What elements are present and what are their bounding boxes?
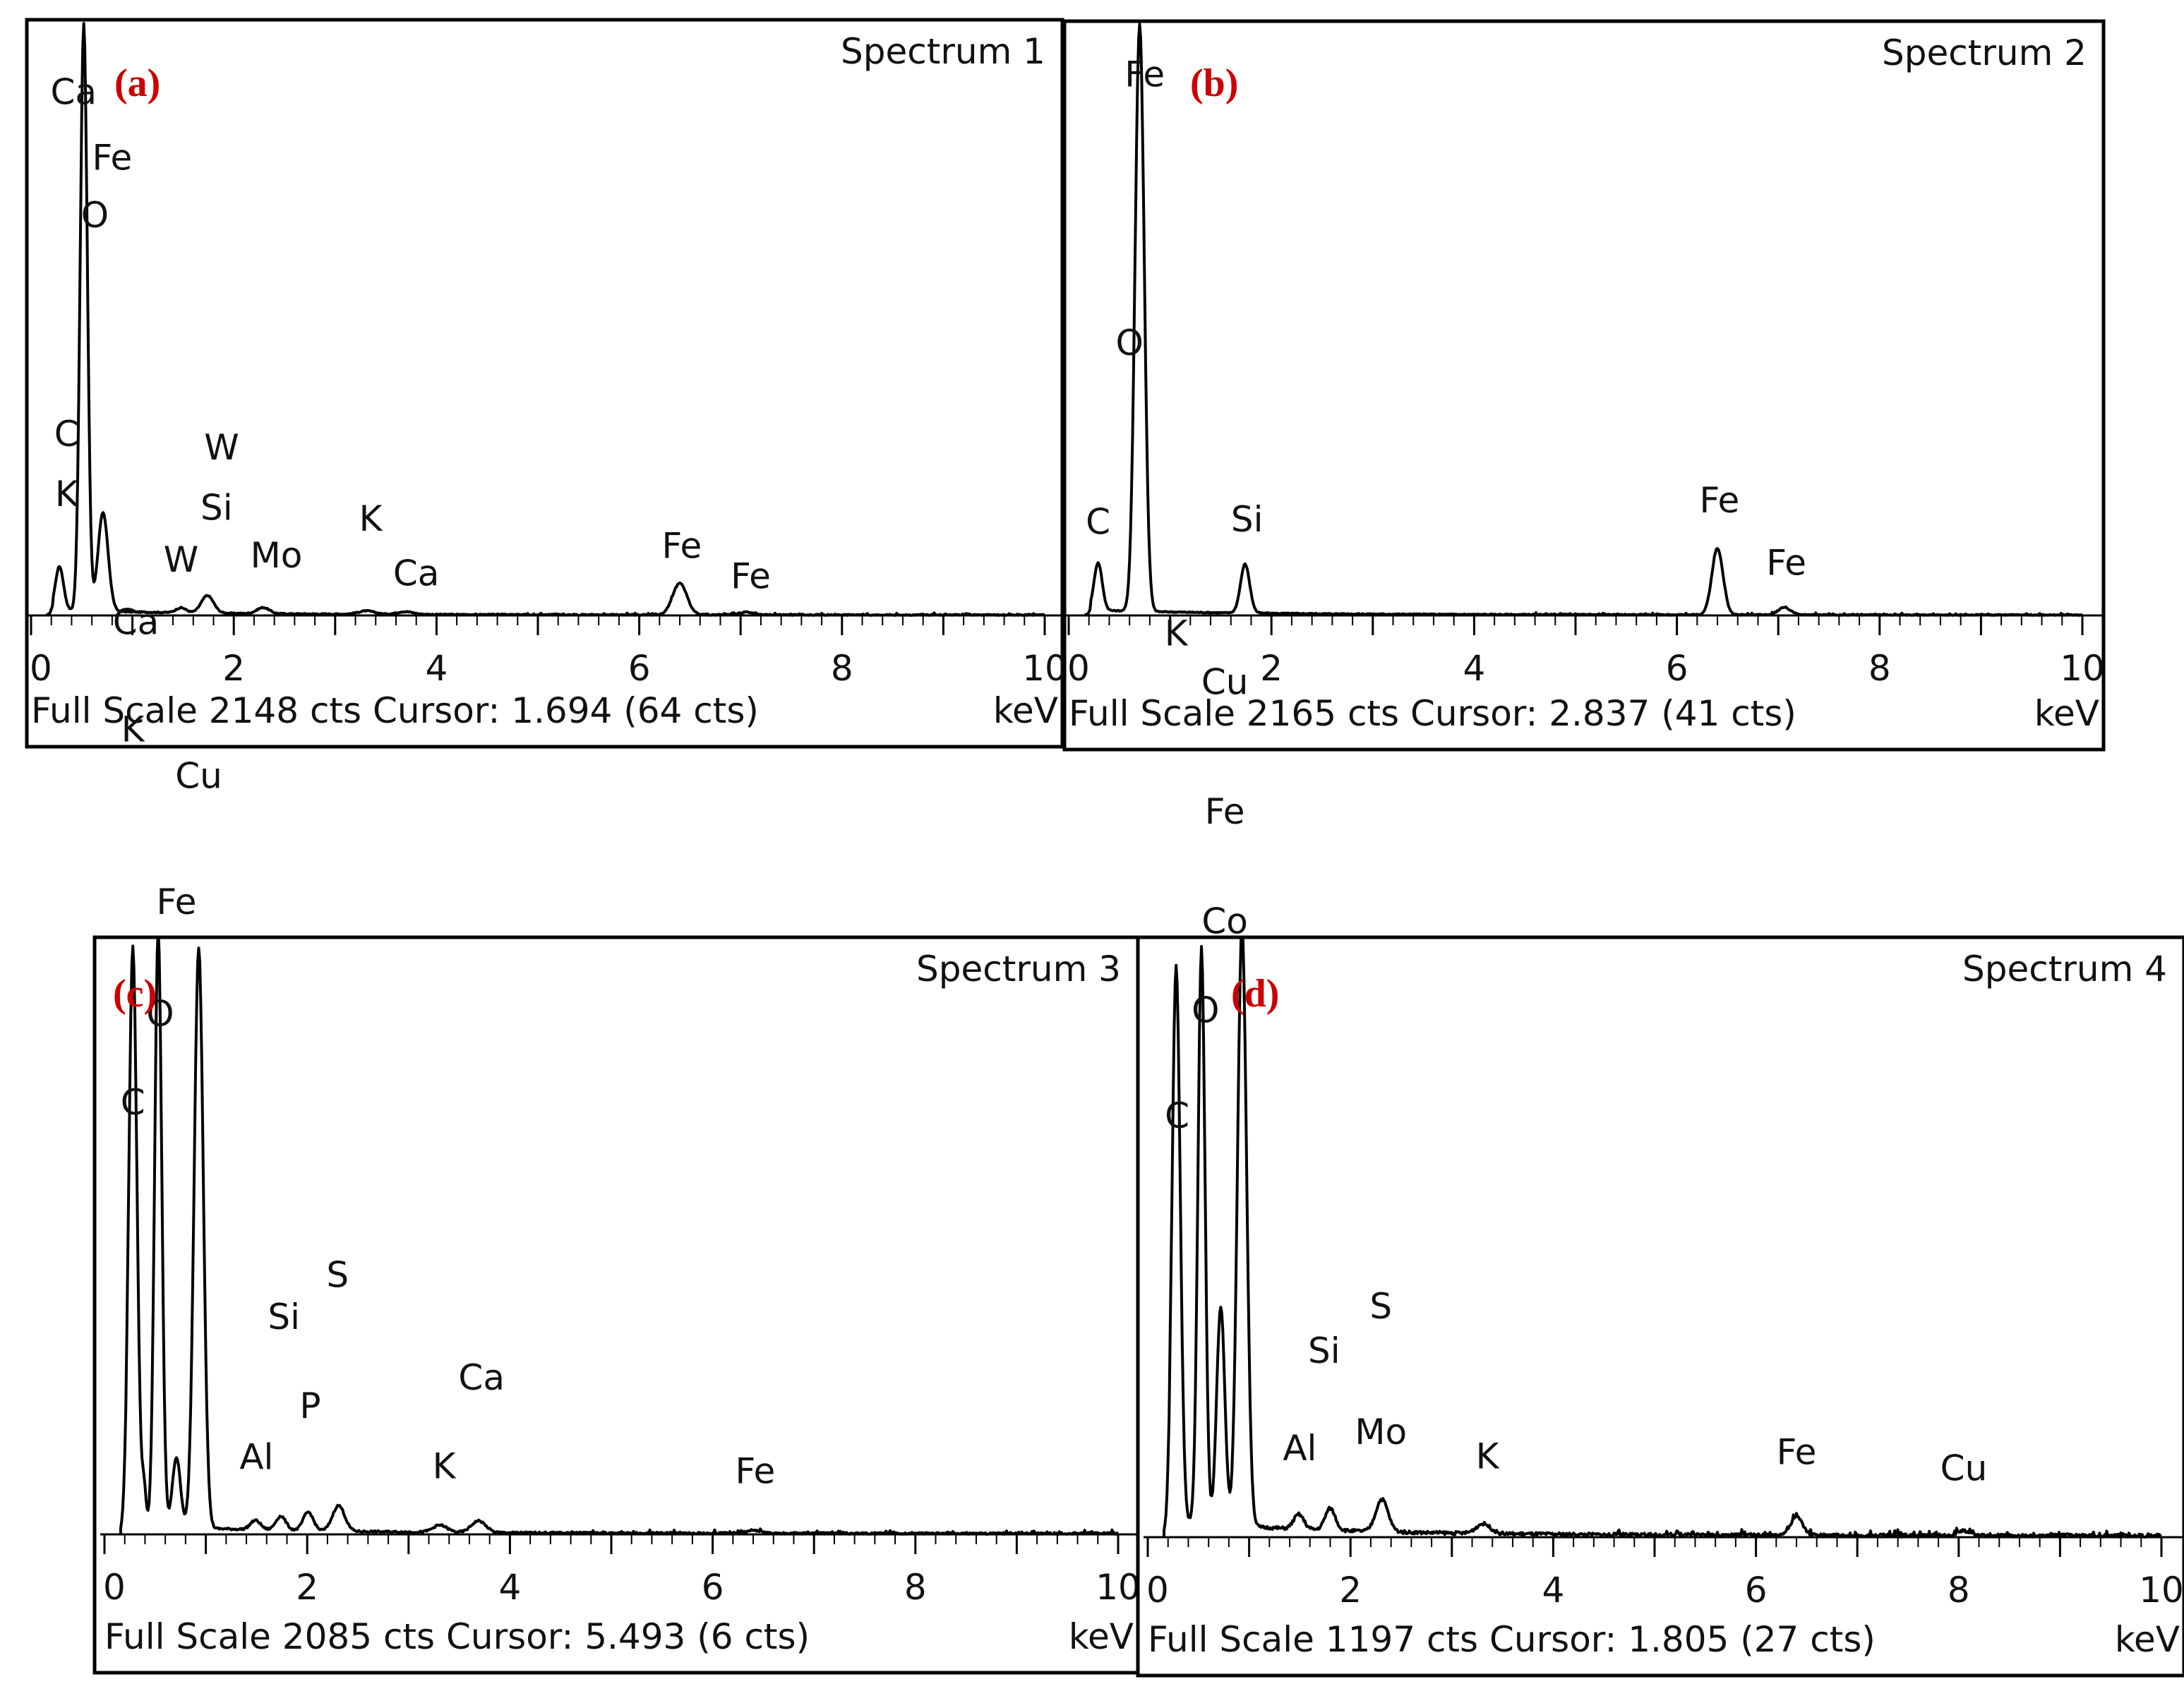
x-tick-label: 0 bbox=[103, 1567, 126, 1608]
panel-letter: (d) bbox=[1231, 972, 1279, 1016]
peak-label: P bbox=[299, 1385, 320, 1426]
x-tick-label: 2 bbox=[222, 648, 245, 689]
peak-label: Si bbox=[268, 1297, 300, 1337]
peak-label: S bbox=[1369, 1286, 1392, 1327]
x-tick-label: 8 bbox=[1868, 648, 1891, 689]
x-tick-label: 4 bbox=[1542, 1570, 1564, 1611]
panel-frame bbox=[92, 935, 1140, 1675]
peak-label: Fe bbox=[1777, 1432, 1817, 1473]
peak-label: Ca bbox=[113, 601, 160, 642]
peak-label: C bbox=[1165, 1095, 1189, 1136]
x-tick-label: 0 bbox=[1146, 1570, 1169, 1611]
spectrum-trace bbox=[1084, 23, 2083, 617]
x-tick-label: 10 bbox=[1022, 648, 1067, 689]
x-tick-label: 8 bbox=[904, 1567, 927, 1608]
peak-label: O bbox=[1192, 990, 1219, 1031]
panel-letter: (b) bbox=[1190, 61, 1238, 105]
peak-label: K bbox=[1476, 1436, 1500, 1476]
x-tick-label: 6 bbox=[628, 648, 651, 689]
peak-label: C bbox=[1086, 502, 1110, 543]
peak-label: O bbox=[81, 195, 109, 236]
peak-label: Fe bbox=[1766, 542, 1806, 583]
panel-letter: (c) bbox=[113, 972, 157, 1016]
x-tick-label: 6 bbox=[1745, 1570, 1768, 1611]
peak-label: Fe bbox=[662, 526, 702, 567]
peak-label: K bbox=[121, 709, 145, 750]
peak-label: Fe bbox=[92, 138, 132, 179]
spectrum-panel-2: 0 2 4 6 8 10 Fe O C Si Fe Fe Spectrum 2 (b) Full Scale… bbox=[1062, 19, 2106, 752]
peak-label: Si bbox=[200, 487, 233, 528]
spectrum-panel-4: 0 2 4 6 8 10 K Cu Fe Co O C Si S Al Mo K Fe Cu Spectrum 4 (d… bbox=[1136, 613, 2184, 1678]
x-tick-label: 0 bbox=[1067, 648, 1090, 689]
full-scale-cursor-readout: Full Scale 2148 cts Cursor: 1.694 (64 ct… bbox=[31, 690, 759, 731]
panel-frame bbox=[1136, 935, 2184, 1678]
peak-label: Ca bbox=[458, 1357, 505, 1398]
peak-label: Fe bbox=[1124, 54, 1165, 95]
x-tick-label: 2 bbox=[296, 1567, 318, 1608]
peak-label: Ca bbox=[393, 553, 440, 594]
kev-unit-label: keV bbox=[1069, 1616, 1134, 1657]
peak-label: Co bbox=[1201, 901, 1248, 942]
x-tick-label: 4 bbox=[498, 1567, 521, 1608]
spectrum-title: Spectrum 3 bbox=[916, 949, 1121, 990]
peak-label: Mo bbox=[1355, 1412, 1407, 1453]
x-tick-label: 6 bbox=[1666, 648, 1688, 689]
kev-unit-label: keV bbox=[2034, 693, 2099, 734]
x-tick-label: 8 bbox=[1948, 1570, 1970, 1611]
panel-frame bbox=[1062, 19, 2106, 752]
spectrum-title: Spectrum 4 bbox=[1962, 949, 2167, 990]
peak-label: O bbox=[146, 994, 174, 1035]
spectrum-title: Spectrum 2 bbox=[1882, 32, 2087, 73]
full-scale-cursor-readout: Full Scale 1197 cts Cursor: 1.805 (27 ct… bbox=[1148, 1619, 1876, 1660]
full-scale-cursor-readout: Full Scale 2085 cts Cursor: 5.493 (6 cts… bbox=[104, 1616, 810, 1657]
peak-label: W bbox=[164, 539, 198, 580]
x-tick-label: 10 bbox=[2139, 1570, 2184, 1611]
peak-label: Cu bbox=[1940, 1448, 1988, 1489]
x-tick-label: 0 bbox=[30, 648, 52, 689]
peak-label: Cu bbox=[1201, 661, 1249, 702]
x-tick-label: 8 bbox=[831, 648, 853, 689]
peak-label: C bbox=[121, 1082, 145, 1123]
spectrum-trace bbox=[1163, 937, 2162, 1539]
kev-unit-label: keV bbox=[2115, 1619, 2180, 1660]
peak-label: K bbox=[359, 498, 383, 539]
peak-label: Si bbox=[1308, 1330, 1340, 1371]
peak-label: Al bbox=[1283, 1428, 1316, 1469]
spectrum-panel-3: 0 2 4 6 8 10 Ca K Cu Fe O C Si S P Al K Ca Fe Spectrum 3 (c)… bbox=[92, 601, 1141, 1675]
peak-label: W bbox=[204, 427, 239, 468]
peak-label: O bbox=[1115, 323, 1143, 363]
spectrum-trace bbox=[46, 22, 1045, 617]
peak-label: Si bbox=[1231, 499, 1264, 540]
peak-label: Fe bbox=[157, 882, 197, 922]
x-tick-label: 2 bbox=[1339, 1570, 1362, 1611]
spectrum-trace bbox=[119, 937, 1119, 1536]
peak-label: Cu bbox=[175, 756, 222, 797]
peak-label: K bbox=[55, 474, 79, 515]
peak-label: Fe bbox=[736, 1450, 776, 1491]
panel-frame bbox=[25, 18, 1064, 749]
x-tick-label: 6 bbox=[702, 1567, 724, 1608]
x-tick-label: 10 bbox=[2060, 648, 2105, 689]
peak-label: Al bbox=[239, 1436, 273, 1477]
peak-label: Mo bbox=[251, 535, 303, 576]
peak-label: Fe bbox=[731, 555, 771, 596]
peak-label: Ca bbox=[51, 72, 97, 113]
spectrum-title: Spectrum 1 bbox=[841, 31, 1045, 72]
x-tick-label: 2 bbox=[1260, 648, 1283, 689]
peak-label: K bbox=[1165, 613, 1189, 654]
peak-label: Fe bbox=[1700, 480, 1740, 521]
x-tick-label: 4 bbox=[1463, 648, 1485, 689]
x-tick-label: 10 bbox=[1096, 1567, 1141, 1608]
x-tick-label: 4 bbox=[425, 648, 448, 689]
peak-label: C bbox=[54, 414, 79, 455]
peak-label: K bbox=[433, 1446, 457, 1487]
peak-label: Fe bbox=[1205, 791, 1245, 832]
kev-unit-label: keV bbox=[993, 690, 1058, 731]
full-scale-cursor-readout: Full Scale 2165 cts Cursor: 2.837 (41 ct… bbox=[1069, 693, 1796, 734]
panel-letter: (a) bbox=[114, 61, 160, 105]
peak-label: S bbox=[326, 1255, 349, 1296]
